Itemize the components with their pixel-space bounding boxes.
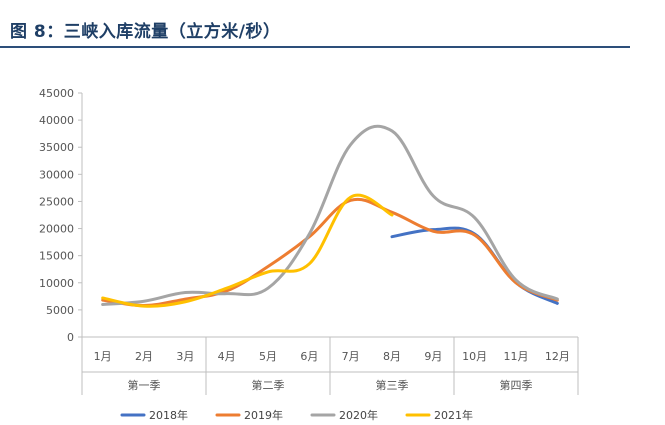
x-tick-label: 9月 <box>424 350 442 363</box>
legend-label: 2019年 <box>244 408 283 422</box>
x-tick-label: 3月 <box>176 350 194 363</box>
series-line <box>101 193 394 308</box>
axes-layer: 0 5000 10000 15000 20000 25000 30000 35000 40000… <box>39 87 579 395</box>
y-tick-label: 25000 <box>39 195 74 208</box>
y-tick-label: 0 <box>67 331 74 344</box>
group-label: 第四季 <box>500 378 533 392</box>
x-tick-label: 2月 <box>135 350 153 363</box>
figure-header: 图 8：三峡入库流量（立方米/秒） <box>0 0 665 48</box>
x-tick-label: 11月 <box>504 350 529 363</box>
series-2019年 <box>101 197 559 308</box>
y-tick-label: 35000 <box>39 141 74 154</box>
legend-label: 2020年 <box>339 408 378 422</box>
group-label: 第一季 <box>128 378 161 392</box>
y-tick-label: 40000 <box>39 114 74 127</box>
x-tick-label: 7月 <box>342 350 360 363</box>
legend-label: 2018年 <box>149 408 188 422</box>
group-label: 第三季 <box>376 378 409 392</box>
y-tick-label: 45000 <box>39 87 74 100</box>
x-tick-label: 10月 <box>462 350 487 363</box>
x-tick-label: 4月 <box>218 350 236 363</box>
y-tick-label: 15000 <box>39 250 74 263</box>
legend: 2018年 2019年 2020年 2021年 <box>120 408 473 422</box>
figure-title: 图 8：三峡入库流量（立方米/秒） <box>10 22 281 42</box>
legend-label: 2021年 <box>434 408 473 422</box>
series-layer <box>101 124 559 308</box>
y-tick-label: 20000 <box>39 223 74 236</box>
series-line <box>101 197 559 308</box>
x-tick-label: 5月 <box>259 350 277 363</box>
y-tick-label: 5000 <box>46 304 74 317</box>
series-line <box>101 124 559 306</box>
y-tick-label: 10000 <box>39 277 74 290</box>
x-tick-label: 1月 <box>94 350 112 363</box>
series-2021年 <box>101 193 394 308</box>
title-underline <box>0 46 630 48</box>
x-tick-label: 8月 <box>383 350 401 363</box>
x-tick-label: 12月 <box>545 350 570 363</box>
x-tick-label: 6月 <box>300 350 318 363</box>
group-label: 第二季 <box>252 378 285 392</box>
series-2020年 <box>101 124 559 306</box>
y-tick-label: 30000 <box>39 168 74 181</box>
